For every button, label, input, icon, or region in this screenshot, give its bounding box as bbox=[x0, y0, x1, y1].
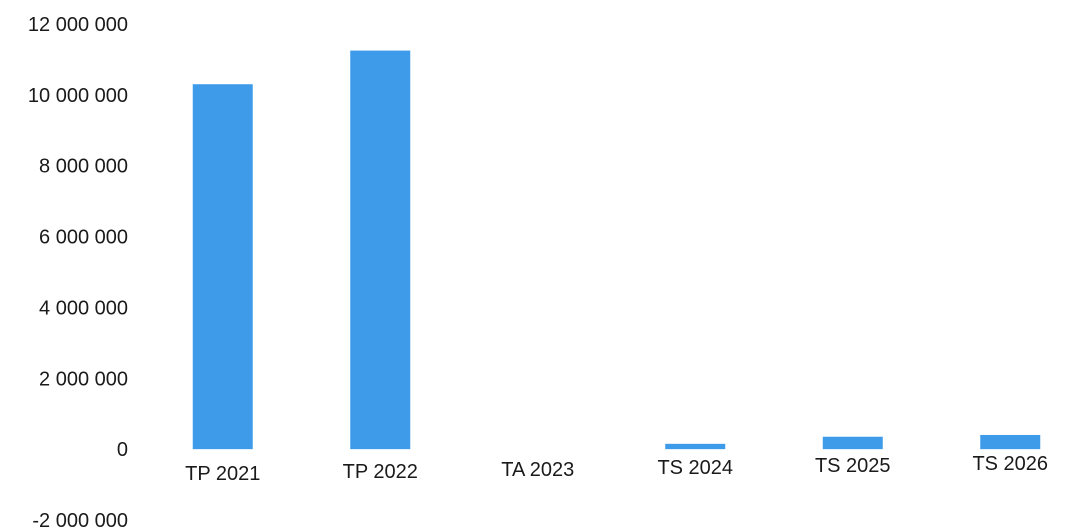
x-category-label: TP 2022 bbox=[343, 461, 418, 483]
x-category-label: TS 2025 bbox=[815, 455, 891, 477]
x-category-label: TS 2024 bbox=[657, 457, 733, 479]
y-tick-label: 0 bbox=[117, 439, 128, 461]
y-tick-label: 10 000 000 bbox=[28, 85, 128, 107]
bar-tp-2022 bbox=[350, 50, 411, 450]
x-category-label: TA 2023 bbox=[501, 459, 574, 481]
y-tick-label: 4 000 000 bbox=[39, 297, 128, 319]
x-axis-labels: TP 2021 TP 2022 TA 2023 TS 2024 TS 2025 TS 20… bbox=[185, 453, 1048, 485]
bar-tp-2021 bbox=[192, 84, 253, 450]
y-tick-label: 6 000 000 bbox=[39, 227, 128, 249]
x-category-label: TS 2026 bbox=[972, 453, 1048, 475]
bar-ts-2025 bbox=[822, 436, 883, 450]
y-tick-label: 2 000 000 bbox=[39, 368, 128, 390]
x-category-label: TP 2021 bbox=[185, 463, 260, 485]
bar-ts-2026 bbox=[980, 434, 1041, 450]
y-axis-ticks: 12 000 000 10 000 000 8 000 000 6 000 000 4 … bbox=[28, 14, 128, 530]
bar-ts-2024 bbox=[665, 443, 726, 450]
y-tick-label: 12 000 000 bbox=[28, 14, 128, 36]
bars bbox=[192, 50, 1041, 450]
y-tick-label: -2 000 000 bbox=[32, 510, 128, 530]
y-tick-label: 8 000 000 bbox=[39, 156, 128, 178]
